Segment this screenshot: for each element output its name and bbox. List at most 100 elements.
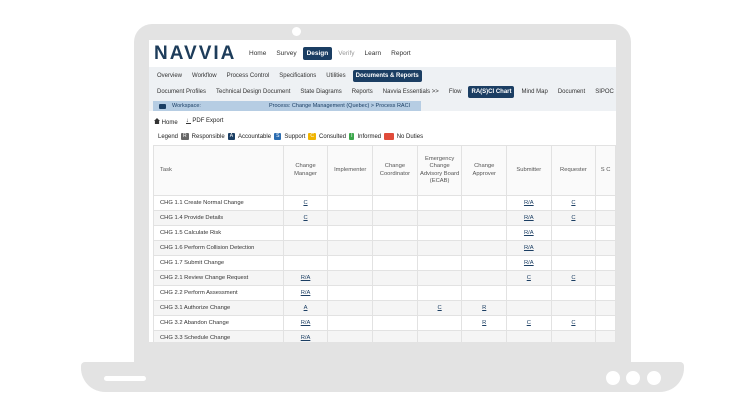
raci-cell[interactable]: R/A xyxy=(282,285,329,301)
nav-item-report[interactable]: Report xyxy=(391,50,411,57)
raci-value[interactable]: R/A xyxy=(300,290,311,296)
raci-value[interactable]: C xyxy=(571,320,576,326)
raci-value[interactable]: A xyxy=(303,305,308,311)
raci-cell xyxy=(506,300,552,316)
nav-item-workflow[interactable]: Workflow xyxy=(192,73,217,79)
column-header-change-manager[interactable]: Change Manager xyxy=(282,145,329,196)
raci-value[interactable]: C xyxy=(526,275,531,281)
legend-title: Legend xyxy=(158,133,179,140)
raci-cell xyxy=(327,270,374,286)
nav-item-home[interactable]: Home xyxy=(249,50,267,57)
nav-item-technical-design-document[interactable]: Technical Design Document xyxy=(216,89,291,95)
raci-value[interactable]: C xyxy=(571,215,576,221)
raci-cell[interactable]: R xyxy=(461,300,508,316)
raci-cell[interactable]: C xyxy=(506,315,552,331)
raci-cell[interactable]: R/A xyxy=(506,255,552,271)
raci-value[interactable]: C xyxy=(526,320,531,326)
raci-cell[interactable]: R/A xyxy=(282,315,329,331)
raci-value[interactable]: C xyxy=(437,305,442,311)
nav-item-design[interactable]: Design xyxy=(302,47,333,60)
raci-cell xyxy=(372,210,418,226)
table-header-row: Task Change Manager Implementer Change Coor… xyxy=(153,145,616,196)
nav-item-document[interactable]: Document xyxy=(557,89,586,95)
column-header-change-approver[interactable]: Change Approver xyxy=(461,145,508,196)
raci-cell xyxy=(282,255,329,271)
task-cell: CHG 3.2 Abandon Change xyxy=(153,315,284,331)
table-row: CHG 3.1 Authorize Change A C R xyxy=(153,300,616,316)
raci-value[interactable]: R/A xyxy=(300,335,311,341)
nav-item-sipoc[interactable]: SIPOC xyxy=(595,89,614,95)
nav-item-mind-map[interactable]: Mind Map xyxy=(521,89,548,95)
raci-cell[interactable]: A xyxy=(282,300,329,316)
raci-cell[interactable]: C xyxy=(282,210,329,226)
raci-cell xyxy=(327,195,374,211)
raci-cell xyxy=(595,240,616,256)
raci-cell[interactable]: C xyxy=(550,315,597,331)
raci-table-container[interactable]: Task Change Manager Implementer Change Coor… xyxy=(153,145,616,342)
nav-item-learn[interactable]: Learn xyxy=(364,50,382,57)
nav-item-specifications[interactable]: Specifications xyxy=(279,73,317,79)
raci-cell xyxy=(416,330,463,342)
raci-cell[interactable]: C xyxy=(550,270,597,286)
raci-value[interactable]: R/A xyxy=(300,275,311,281)
nav-item-verify[interactable]: Verify xyxy=(338,50,355,57)
raci-value[interactable]: R/A xyxy=(523,230,534,236)
raci-value[interactable]: R xyxy=(482,305,487,311)
raci-cell[interactable]: R xyxy=(461,315,508,331)
raci-value[interactable]: C xyxy=(571,275,576,281)
legend-chip-support: S xyxy=(274,133,282,140)
raci-value[interactable]: C xyxy=(303,200,308,206)
raci-cell[interactable]: R/A xyxy=(282,330,329,342)
legend-chip-responsible: R xyxy=(181,133,189,140)
workspace-path[interactable]: Process: Change Management (Quebec) > Pr… xyxy=(269,103,411,109)
nav-item-navvia-essentials[interactable]: Navvia Essentials >> xyxy=(382,89,439,95)
raci-cell[interactable]: R/A xyxy=(506,240,552,256)
raci-value[interactable]: R/A xyxy=(523,245,534,251)
table-row: CHG 1.6 Perform Collision Detection R/A xyxy=(153,240,616,256)
task-cell: CHG 1.6 Perform Collision Detection xyxy=(153,240,284,256)
raci-value[interactable]: R/A xyxy=(523,260,534,266)
home-link[interactable]: Home xyxy=(154,118,178,126)
raci-value[interactable]: R xyxy=(482,320,487,326)
nav-item-survey[interactable]: Survey xyxy=(276,50,297,57)
pdf-export-link[interactable]: ↓ PDF Export xyxy=(185,118,223,126)
raci-cell xyxy=(327,315,374,331)
raci-cell xyxy=(461,285,508,301)
raci-cell[interactable]: C xyxy=(282,195,329,211)
column-header-change-coordinator[interactable]: Change Coordinator xyxy=(372,145,418,196)
nav-item-document-profiles[interactable]: Document Profiles xyxy=(157,89,207,95)
nav-item-reports[interactable]: Reports xyxy=(351,89,373,95)
raci-cell[interactable]: R/A xyxy=(282,270,329,286)
raci-value[interactable]: C xyxy=(571,200,576,206)
raci-value[interactable]: R/A xyxy=(300,320,311,326)
raci-cell[interactable]: R/A xyxy=(506,195,552,211)
column-header-emergency-change-advisory-board-ecab[interactable]: Emergency Change Advisory Board (ECAB) xyxy=(416,145,463,196)
nav-item-process-control[interactable]: Process Control xyxy=(226,73,270,79)
raci-cell[interactable]: C xyxy=(506,270,552,286)
raci-cell xyxy=(416,210,463,226)
raci-cell xyxy=(550,330,597,342)
column-header-implementer[interactable]: Implementer xyxy=(327,145,374,196)
raci-cell[interactable]: C xyxy=(416,300,463,316)
raci-cell[interactable]: R/A xyxy=(506,210,552,226)
raci-cell[interactable]: C xyxy=(550,195,597,211)
nav-item-overview[interactable]: Overview xyxy=(157,73,183,79)
folder-icon xyxy=(159,103,166,109)
raci-value[interactable]: R/A xyxy=(523,200,534,206)
raci-value[interactable]: C xyxy=(303,215,308,221)
nav-item-utilities[interactable]: Utilities xyxy=(326,73,346,79)
nav-item-state-diagrams[interactable]: State Diagrams xyxy=(300,89,342,95)
legend-label-accountable: Accountable xyxy=(238,133,272,140)
raci-cell xyxy=(461,195,508,211)
nav-item-ra-s-ci-chart[interactable]: RA(S)CI Chart xyxy=(468,86,515,98)
raci-cell[interactable]: R/A xyxy=(506,225,552,241)
raci-cell[interactable]: C xyxy=(550,210,597,226)
column-header-s-c[interactable]: S C xyxy=(595,145,616,196)
column-header-task[interactable]: Task xyxy=(153,145,284,196)
table-row: CHG 1.4 Provide Details C R/A C xyxy=(153,210,616,226)
nav-item-flow[interactable]: Flow xyxy=(448,89,462,95)
raci-value[interactable]: R/A xyxy=(523,215,534,221)
column-header-requester[interactable]: Requester xyxy=(550,145,597,196)
column-header-submitter[interactable]: Submitter xyxy=(506,145,552,196)
nav-item-documents-reports[interactable]: Documents & Reports xyxy=(352,70,422,82)
